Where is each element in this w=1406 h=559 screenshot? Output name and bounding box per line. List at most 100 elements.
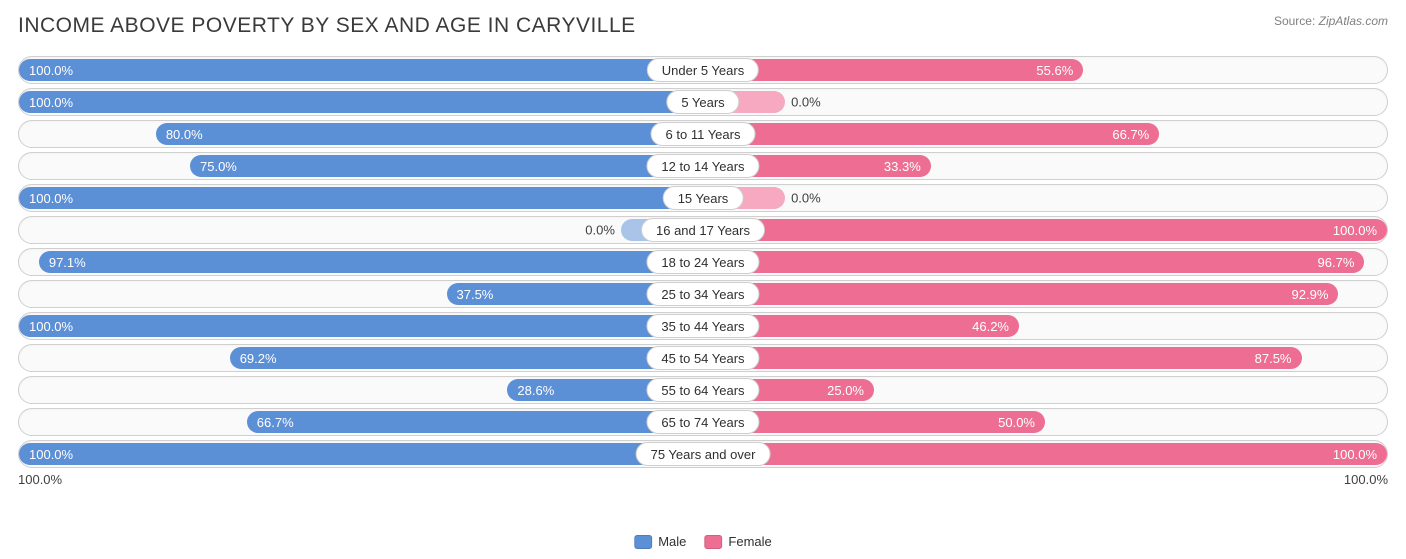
chart-row: 80.0% 66.7% 6 to 11 Years [18, 120, 1388, 148]
male-half: 75.0% [19, 153, 703, 179]
category-pill: 25 to 34 Years [646, 282, 759, 306]
female-value-label: 0.0% [791, 191, 821, 206]
category-pill: 65 to 74 Years [646, 410, 759, 434]
category-pill: Under 5 Years [647, 58, 759, 82]
population-pyramid-chart: 100.0%55.6%Under 5 Years100.0%0.0%5 Year… [18, 56, 1388, 468]
male-half: 100.0% [19, 89, 703, 115]
category-pill: 12 to 14 Years [646, 154, 759, 178]
female-half: 100.0% [703, 217, 1387, 243]
female-half: 0.0% [703, 185, 1387, 211]
female-bar: 66.7% [703, 123, 1159, 145]
male-bar: 66.7% [247, 411, 703, 433]
male-half: 37.5% [19, 281, 703, 307]
female-value-label: 92.9% [1282, 287, 1339, 302]
chart-header: INCOME ABOVE POVERTY BY SEX AND AGE IN C… [18, 14, 1388, 38]
axis-left-label: 100.0% [18, 472, 62, 487]
female-half: 96.7% [703, 249, 1387, 275]
source-name: ZipAtlas.com [1319, 14, 1388, 28]
male-bar: 80.0% [156, 123, 703, 145]
chart-row: 66.7% 50.0% 65 to 74 Years [18, 408, 1388, 436]
legend-label: Female [728, 534, 771, 549]
female-bar: 92.9% [703, 283, 1338, 305]
male-value-label: 66.7% [247, 415, 304, 430]
chart-row: 75.0% 33.3% 12 to 14 Years [18, 152, 1388, 180]
category-pill: 35 to 44 Years [646, 314, 759, 338]
female-half: 50.0% [703, 409, 1387, 435]
female-value-label: 46.2% [962, 319, 1019, 334]
male-value-label: 100.0% [19, 191, 83, 206]
female-value-label: 50.0% [988, 415, 1045, 430]
female-value-label: 87.5% [1245, 351, 1302, 366]
female-value-label: 96.7% [1308, 255, 1365, 270]
male-bar: 100.0% [19, 443, 703, 465]
female-bar: 55.6% [703, 59, 1083, 81]
legend-label: Male [658, 534, 686, 549]
category-pill: 5 Years [666, 90, 739, 114]
female-value-label: 66.7% [1102, 127, 1159, 142]
male-value-label: 97.1% [39, 255, 96, 270]
female-half: 100.0% [703, 441, 1387, 467]
male-half: 69.2% [19, 345, 703, 371]
female-value-label: 25.0% [817, 383, 874, 398]
male-bar: 75.0% [190, 155, 703, 177]
female-bar: 96.7% [703, 251, 1364, 273]
female-half: 92.9% [703, 281, 1387, 307]
chart-row: 37.5% 92.9% 25 to 34 Years [18, 280, 1388, 308]
x-axis: 100.0% 100.0% [18, 472, 1388, 487]
male-half: 97.1% [19, 249, 703, 275]
female-half: 0.0% [703, 89, 1387, 115]
male-bar: 100.0% [19, 91, 703, 113]
chart-row: 100.0%100.0%75 Years and over [18, 440, 1388, 468]
female-half: 33.3% [703, 153, 1387, 179]
male-value-label: 100.0% [19, 63, 83, 78]
category-pill: 45 to 54 Years [646, 346, 759, 370]
female-value-label: 55.6% [1026, 63, 1083, 78]
chart-row: 100.0% 55.6% Under 5 Years [18, 56, 1388, 84]
legend-item: Male [634, 534, 686, 549]
female-value-label: 33.3% [874, 159, 931, 174]
category-pill: 15 Years [663, 186, 744, 210]
male-half: 100.0% [19, 185, 703, 211]
category-pill: 55 to 64 Years [646, 378, 759, 402]
legend-swatch [634, 535, 652, 549]
female-half: 25.0% [703, 377, 1387, 403]
chart-row: 100.0% 46.2% 35 to 44 Years [18, 312, 1388, 340]
legend-swatch [704, 535, 722, 549]
male-value-label: 100.0% [19, 319, 83, 334]
male-half: 28.6% [19, 377, 703, 403]
male-value-label: 100.0% [19, 95, 83, 110]
female-value-label: 100.0% [1323, 447, 1387, 462]
male-half: 100.0% [19, 441, 703, 467]
category-pill: 6 to 11 Years [651, 122, 756, 146]
category-pill: 18 to 24 Years [646, 250, 759, 274]
male-bar: 100.0% [19, 315, 703, 337]
male-half: 66.7% [19, 409, 703, 435]
legend-item: Female [704, 534, 771, 549]
male-bar: 100.0% [19, 59, 703, 81]
source-prefix: Source: [1274, 14, 1319, 28]
male-half: 100.0% [19, 57, 703, 83]
legend: Male Female [634, 534, 772, 549]
male-value-label: 28.6% [507, 383, 564, 398]
chart-source: Source: ZipAtlas.com [1274, 14, 1388, 28]
chart-title: INCOME ABOVE POVERTY BY SEX AND AGE IN C… [18, 14, 636, 38]
female-bar: 87.5% [703, 347, 1302, 369]
chart-row: 100.0% 0.0% 15 Years [18, 184, 1388, 212]
chart-row: 100.0% 0.0%5 Years [18, 88, 1388, 116]
female-bar: 100.0% [703, 443, 1387, 465]
male-half: 100.0% [19, 313, 703, 339]
female-half: 55.6% [703, 57, 1387, 83]
male-bar: 69.2% [230, 347, 703, 369]
male-half: 80.0% [19, 121, 703, 147]
male-value-label: 0.0% [585, 223, 615, 238]
male-half: 0.0% [19, 217, 703, 243]
female-value-label: 100.0% [1323, 223, 1387, 238]
chart-row: 0.0%100.0%16 and 17 Years [18, 216, 1388, 244]
chart-row: 97.1% 96.7% 18 to 24 Years [18, 248, 1388, 276]
male-value-label: 75.0% [190, 159, 247, 174]
female-half: 66.7% [703, 121, 1387, 147]
male-value-label: 69.2% [230, 351, 287, 366]
male-value-label: 37.5% [447, 287, 504, 302]
male-bar: 97.1% [39, 251, 703, 273]
female-half: 46.2% [703, 313, 1387, 339]
